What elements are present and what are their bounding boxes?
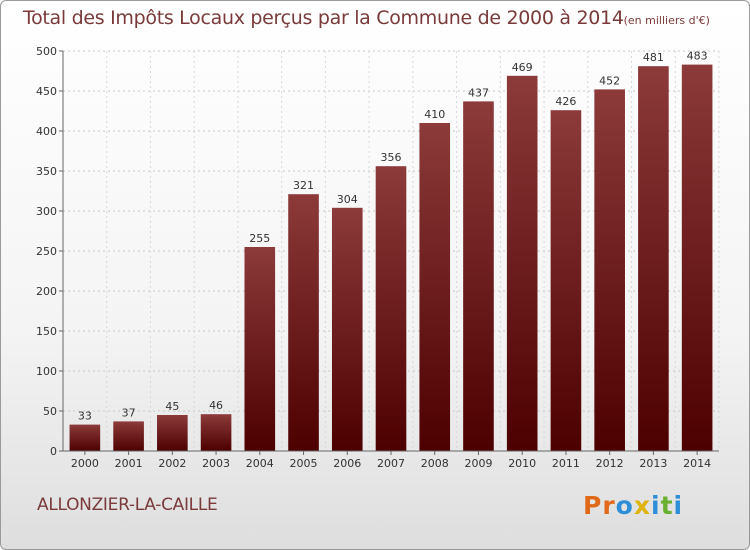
value-label-2012: 452 bbox=[599, 74, 620, 87]
logo-letter: i bbox=[673, 491, 684, 520]
bar-2011 bbox=[550, 110, 582, 451]
bar-2000 bbox=[69, 424, 101, 451]
y-tick-label: 200 bbox=[36, 285, 57, 298]
x-tick-label-2007: 2007 bbox=[377, 457, 405, 470]
bar-2007 bbox=[375, 166, 407, 451]
x-tick-label-2010: 2010 bbox=[508, 457, 536, 470]
y-tick-label: 50 bbox=[43, 405, 57, 418]
x-tick-label-2008: 2008 bbox=[421, 457, 449, 470]
y-tick-label: 300 bbox=[36, 205, 57, 218]
bar-2010 bbox=[506, 75, 538, 452]
chart-unit: (en milliers d'€) bbox=[623, 14, 710, 27]
commune-name: ALLONZIER-LA-CAILLE bbox=[37, 495, 218, 515]
y-tick-label: 100 bbox=[36, 365, 57, 378]
x-tick-label-2005: 2005 bbox=[290, 457, 318, 470]
logo-letter: x bbox=[633, 491, 651, 520]
logo-letter: o bbox=[615, 491, 634, 520]
y-tick-label: 450 bbox=[36, 85, 57, 98]
value-label-2014: 483 bbox=[687, 50, 708, 63]
chart-title-text: Total des Impôts Locaux perçus par la Co… bbox=[23, 7, 624, 29]
x-tick-label-2001: 2001 bbox=[115, 457, 143, 470]
y-tick-label: 350 bbox=[36, 165, 57, 178]
x-tick-label-2000: 2000 bbox=[71, 457, 99, 470]
bar-2005 bbox=[288, 194, 319, 451]
bar-2001 bbox=[113, 421, 144, 451]
value-label-2003: 46 bbox=[209, 399, 223, 412]
bar-2002 bbox=[157, 415, 188, 451]
y-tick-label: 0 bbox=[50, 445, 57, 458]
value-label-2008: 410 bbox=[424, 108, 445, 121]
y-tick-label: 400 bbox=[36, 125, 57, 138]
value-label-2007: 356 bbox=[381, 151, 402, 164]
y-tick-label: 150 bbox=[36, 325, 57, 338]
y-tick-label: 250 bbox=[36, 245, 57, 258]
x-tick-label-2006: 2006 bbox=[333, 457, 361, 470]
bar-2003 bbox=[200, 414, 232, 451]
value-label-2006: 304 bbox=[337, 193, 358, 206]
bar-2012 bbox=[594, 89, 625, 452]
bar-2008 bbox=[419, 123, 451, 451]
logo-letter: i bbox=[651, 491, 661, 520]
axis-layer: 0 50 100 150 200 250 300 350 400 450 500 2000 2001 20… bbox=[36, 45, 719, 470]
logo-letter: r bbox=[602, 491, 616, 520]
x-tick-label-2013: 2013 bbox=[639, 457, 667, 470]
proxiti-logo: Proxiti bbox=[583, 491, 683, 520]
value-label-2000: 33 bbox=[78, 410, 92, 423]
bar-layer: 33 37 45 46 255 321 304 356 410 437 469 426 452 481 48… bbox=[69, 50, 713, 452]
x-tick-label-2002: 2002 bbox=[158, 457, 186, 470]
x-tick-label-2004: 2004 bbox=[246, 457, 274, 470]
bar-2009 bbox=[463, 101, 494, 452]
x-tick-label-2011: 2011 bbox=[552, 457, 580, 470]
x-tick-label-2012: 2012 bbox=[596, 457, 624, 470]
bar-2006 bbox=[331, 207, 363, 451]
logo-letter: t bbox=[660, 491, 674, 520]
chart-title: Total des Impôts Locaux perçus par la Co… bbox=[23, 7, 710, 29]
logo-letter: P bbox=[583, 491, 603, 520]
bar-2004 bbox=[244, 247, 276, 451]
value-label-2011: 426 bbox=[555, 95, 576, 108]
y-tick-label: 500 bbox=[36, 45, 57, 58]
value-label-2002: 45 bbox=[165, 400, 179, 413]
value-label-2013: 481 bbox=[643, 51, 664, 64]
x-tick-label-2003: 2003 bbox=[202, 457, 230, 470]
value-label-2004: 255 bbox=[249, 232, 270, 245]
x-tick-label-2014: 2014 bbox=[683, 457, 711, 470]
bar-2014 bbox=[681, 64, 713, 451]
value-label-2001: 37 bbox=[122, 406, 136, 419]
value-label-2005: 321 bbox=[293, 179, 314, 192]
value-label-2009: 437 bbox=[468, 86, 489, 99]
x-tick-label-2009: 2009 bbox=[464, 457, 492, 470]
bar-2013 bbox=[638, 66, 669, 451]
value-label-2010: 469 bbox=[512, 61, 533, 74]
